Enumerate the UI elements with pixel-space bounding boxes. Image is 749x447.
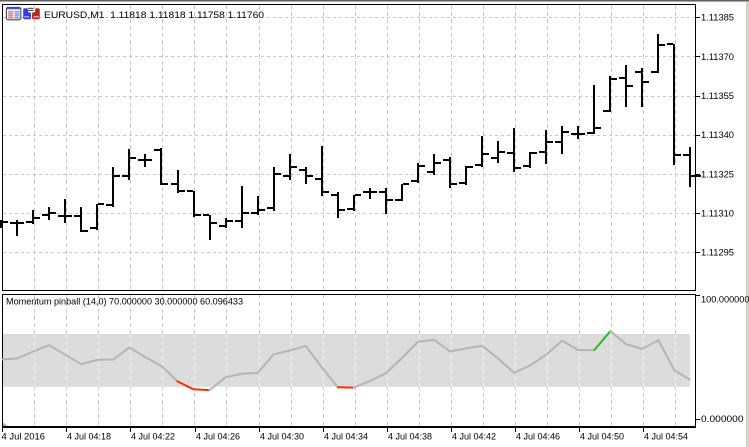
svg-text:1.11310: 1.11310: [701, 209, 734, 220]
svg-text:4 Jul 04:46: 4 Jul 04:46: [516, 432, 560, 443]
svg-text:4 Jul 04:30: 4 Jul 04:30: [260, 432, 304, 443]
svg-text:4 Jul 04:34: 4 Jul 04:34: [324, 432, 368, 443]
svg-text:4 Jul 04:54: 4 Jul 04:54: [644, 432, 688, 443]
svg-text:1.11385: 1.11385: [701, 13, 734, 24]
svg-text:4 Jul 04:42: 4 Jul 04:42: [452, 432, 496, 443]
svg-text:4 Jul 04:38: 4 Jul 04:38: [388, 432, 432, 443]
svg-text:0.000000: 0.000000: [701, 414, 744, 425]
svg-text:4 Jul 04:18: 4 Jul 04:18: [67, 432, 111, 443]
svg-text:1.11325: 1.11325: [701, 169, 734, 180]
svg-text:1.11370: 1.11370: [701, 52, 734, 63]
svg-text:1.11340: 1.11340: [701, 130, 734, 141]
svg-text:Momentum pinball (14,0) 70.000: Momentum pinball (14,0) 70.000000 30.000…: [6, 297, 243, 308]
svg-text:4 Jul 04:26: 4 Jul 04:26: [196, 432, 240, 443]
svg-text:4 Jul 04:22: 4 Jul 04:22: [131, 432, 175, 443]
svg-text:4 Jul 04:50: 4 Jul 04:50: [580, 432, 624, 443]
svg-text:1.11295: 1.11295: [701, 248, 734, 259]
svg-text:1.11355: 1.11355: [701, 91, 734, 102]
svg-text:4 Jul 2016: 4 Jul 2016: [2, 432, 46, 443]
svg-text:100.000000: 100.000000: [701, 294, 749, 305]
svg-text:EURUSD,M1 1.11818 1.11818 1.1: EURUSD,M1 1.11818 1.11818 1.11758 1.1176…: [44, 10, 264, 21]
